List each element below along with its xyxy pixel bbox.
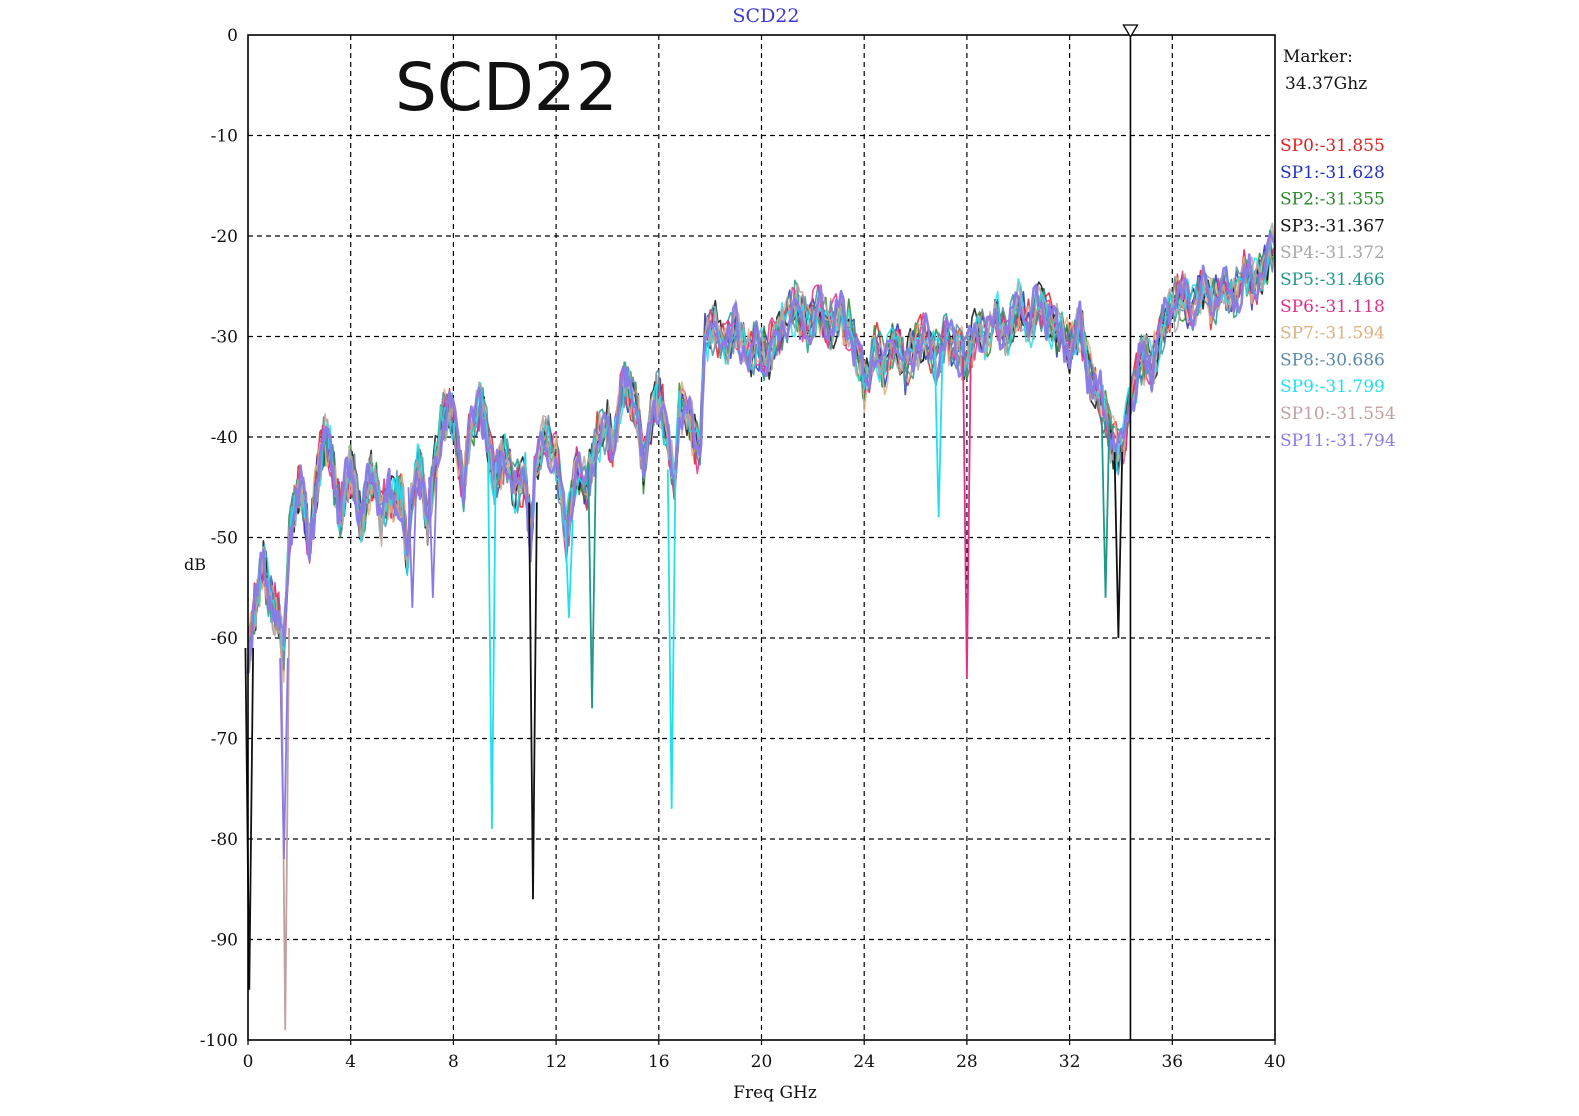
x-tick-label: 36 <box>1161 1052 1183 1072</box>
y-axis-label: dB <box>184 555 206 574</box>
x-tick-label: 20 <box>751 1052 773 1072</box>
y-tick-label: 0 <box>227 26 238 46</box>
y-tick-label: -70 <box>211 730 238 750</box>
legend-item-sp0: SP0:-31.855 <box>1280 136 1385 156</box>
y-tick-label: -80 <box>211 830 238 850</box>
null-dip <box>666 469 677 809</box>
legend-item-sp2: SP2:-31.355 <box>1280 190 1385 210</box>
legend-item-sp7: SP7:-31.594 <box>1280 324 1385 344</box>
y-tick-label: -40 <box>211 428 238 448</box>
null-dip <box>428 477 438 598</box>
legend-item-sp8: SP8:-30.686 <box>1280 350 1385 370</box>
tick-labels: 0 4 8 12 16 20 24 28 32 36 40 0 -10 -20 -30 -40 -50 -60 -7… <box>200 26 1286 1072</box>
null-dip <box>587 462 597 709</box>
y-tick-label: -90 <box>211 931 238 951</box>
plot-panel <box>180 0 1390 1110</box>
overlay-label: SCD22 <box>395 49 618 126</box>
x-tick-label: 32 <box>1059 1052 1081 1072</box>
x-tick-label: 8 <box>448 1052 459 1072</box>
legend-item-sp9: SP9:-31.799 <box>1280 377 1385 397</box>
x-tick-label: 16 <box>648 1052 670 1072</box>
null-dip <box>564 519 574 618</box>
legend-item-sp1: SP1:-31.628 <box>1280 163 1385 183</box>
legend: SP0:-31.855 SP1:-31.628 SP2:-31.355 SP3:-31… <box>1280 136 1396 451</box>
x-tick-label: 12 <box>545 1052 567 1072</box>
legend-item-sp6: SP6:-31.118 <box>1280 297 1385 317</box>
y-tick-label: -20 <box>211 227 238 247</box>
series-line-sp11 <box>246 232 1277 674</box>
traces <box>244 222 1277 1030</box>
legend-item-sp4: SP4:-31.372 <box>1280 243 1385 263</box>
marker-label: Marker: <box>1283 47 1353 67</box>
grid <box>248 35 1275 1040</box>
null-dip <box>962 356 972 679</box>
legend-item-sp11: SP11:-31.794 <box>1280 431 1396 451</box>
null-dip <box>528 502 538 900</box>
legend-item-sp10: SP10:-31.554 <box>1280 404 1396 424</box>
x-tick-label: 4 <box>345 1052 356 1072</box>
null-dip <box>1100 416 1111 598</box>
null-dip <box>407 487 418 608</box>
x-tick-label: 24 <box>853 1052 875 1072</box>
chart-title: SCD22 <box>733 5 800 27</box>
marker-triangle-icon <box>1122 24 1139 39</box>
y-tick-label: -60 <box>211 629 238 649</box>
y-tick-label: -50 <box>211 529 238 549</box>
y-tick-label: -10 <box>211 127 238 147</box>
marker <box>1122 24 1139 1040</box>
null-dip <box>244 648 255 990</box>
null-dip <box>279 658 289 860</box>
legend-item-sp3: SP3:-31.367 <box>1280 216 1385 236</box>
null-dip <box>1113 452 1124 639</box>
x-tick-label: 40 <box>1264 1052 1286 1072</box>
legend-item-sp5: SP5:-31.466 <box>1280 270 1385 290</box>
null-dip <box>487 462 497 829</box>
marker-value: 34.37Ghz <box>1285 74 1367 94</box>
x-axis-label: Freq GHz <box>733 1083 817 1103</box>
y-tick-label: -100 <box>200 1031 238 1051</box>
y-tick-label: -30 <box>211 328 238 348</box>
x-tick-label: 0 <box>243 1052 254 1072</box>
x-tick-label: 28 <box>956 1052 978 1072</box>
series-line-sp10 <box>247 230 1276 660</box>
null-dip <box>933 351 944 518</box>
